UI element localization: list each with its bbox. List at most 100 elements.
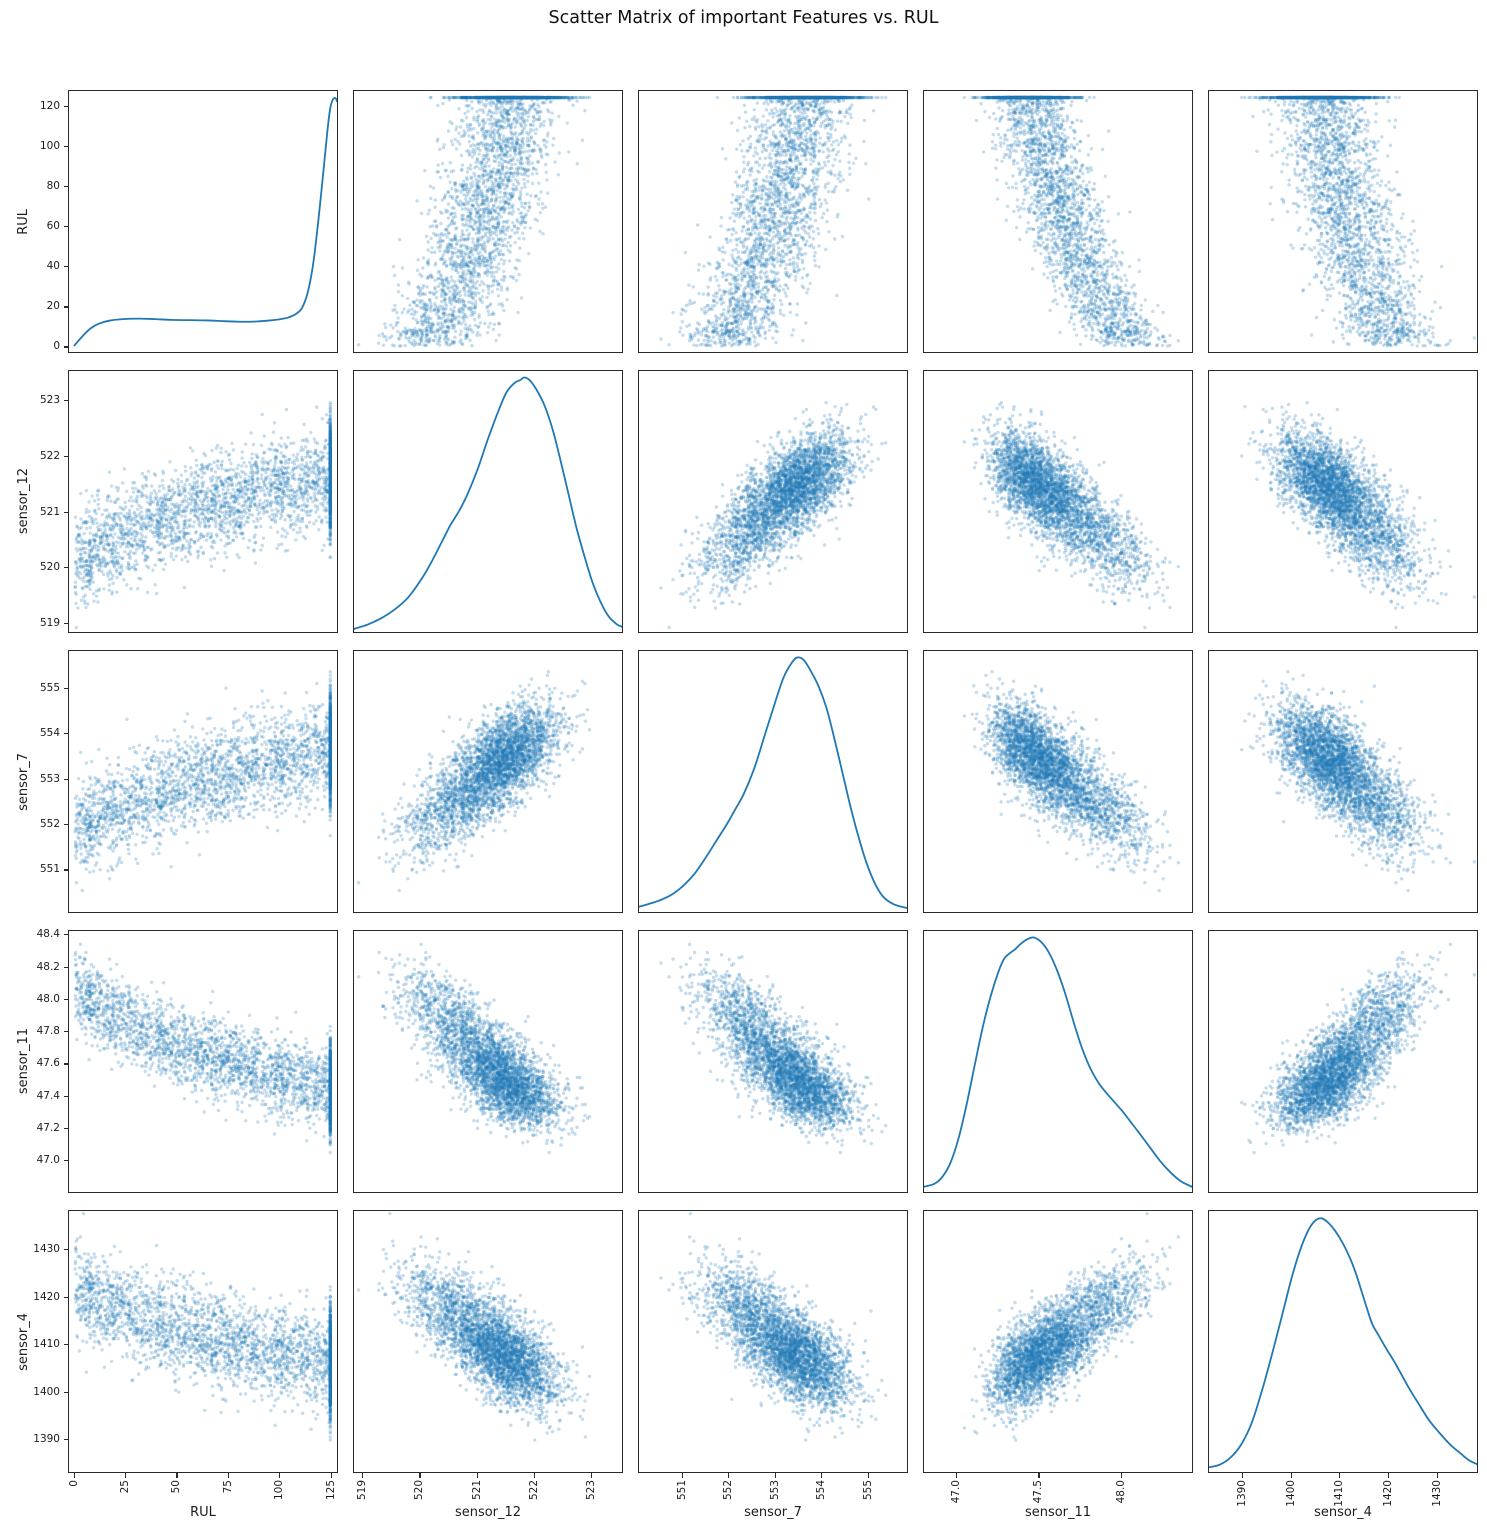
- y-tick-mark: [63, 455, 68, 457]
- x-tick-mark: [681, 1473, 683, 1478]
- y-tick-label: 523: [39, 394, 60, 407]
- y-tick-mark: [63, 400, 68, 402]
- scatter-panel-sensor_4-vs-RUL: [68, 1210, 338, 1473]
- figure-title: Scatter Matrix of important Features vs.…: [548, 8, 939, 28]
- scatter-panel-sensor_12-vs-sensor_11: [923, 370, 1193, 633]
- x-tick-label: 25: [119, 1480, 132, 1494]
- scatter-canvas: [1209, 371, 1477, 632]
- kde-canvas: [354, 371, 622, 632]
- y-tick-mark: [63, 226, 68, 228]
- x-tick-label: 555: [861, 1480, 874, 1501]
- y-axis-label-text: RUL: [16, 208, 31, 235]
- x-tick-label: 519: [356, 1480, 369, 1501]
- scatter-panel-RUL-vs-sensor_12: [353, 90, 623, 353]
- y-axis-label-sensor_4: sensor_4: [16, 1210, 36, 1473]
- scatter-canvas: [1209, 931, 1477, 1192]
- y-tick-label: 47.0: [36, 1154, 60, 1167]
- x-axis-label-sensor_12: sensor_12: [454, 1505, 522, 1520]
- x-tick-mark: [955, 1473, 957, 1478]
- y-tick-label: 47.4: [36, 1089, 60, 1102]
- y-tick-label: 47.2: [36, 1121, 60, 1134]
- y-axis-label-sensor_7: sensor_7: [16, 650, 36, 913]
- scatter-canvas: [639, 91, 907, 352]
- y-tick-mark: [63, 146, 68, 148]
- scatter-canvas: [639, 371, 907, 632]
- y-tick-label: 80: [46, 180, 60, 193]
- y-tick-label: 551: [39, 863, 60, 876]
- scatter-canvas: [69, 651, 337, 912]
- kde-canvas: [1209, 1211, 1477, 1472]
- scatter-panel-sensor_12-vs-RUL: [68, 370, 338, 633]
- y-tick-mark: [63, 1391, 68, 1393]
- x-tick-label: 1400: [1284, 1480, 1297, 1507]
- y-axis-label-sensor_11: sensor_11: [16, 930, 36, 1193]
- y-tick-label: 100: [39, 140, 60, 153]
- y-tick-mark: [63, 1063, 68, 1065]
- y-tick-label: 47.8: [36, 1025, 60, 1038]
- x-tick-label: 553: [768, 1480, 781, 1501]
- y-axis-label-RUL: RUL: [16, 90, 36, 353]
- y-tick-mark: [63, 306, 68, 308]
- scatter-canvas: [924, 91, 1192, 352]
- kde-canvas: [924, 931, 1192, 1192]
- scatter-panel-RUL-vs-sensor_4: [1208, 90, 1478, 353]
- scatter-canvas: [639, 1211, 907, 1472]
- y-tick-mark: [63, 186, 68, 188]
- x-tick-mark: [533, 1473, 535, 1478]
- y-tick-label: 60: [46, 220, 60, 233]
- y-tick-label: 20: [46, 300, 60, 313]
- x-tick-mark: [227, 1473, 229, 1478]
- y-tick-label: 1410: [33, 1338, 60, 1351]
- y-tick-label: 0: [53, 340, 60, 353]
- kde-panel-sensor_11: [923, 930, 1193, 1193]
- y-tick-mark: [63, 966, 68, 968]
- y-tick-mark: [63, 998, 68, 1000]
- kde-panel-sensor_7: [638, 650, 908, 913]
- x-tick-mark: [728, 1473, 730, 1478]
- y-tick-mark: [63, 1439, 68, 1441]
- y-tick-mark: [63, 869, 68, 871]
- y-tick-label: 553: [39, 772, 60, 785]
- x-axis-label-sensor_7: sensor_7: [744, 1505, 802, 1520]
- y-tick-label: 1420: [33, 1290, 60, 1303]
- y-tick-mark: [63, 1031, 68, 1033]
- scatter-panel-sensor_7-vs-RUL: [68, 650, 338, 913]
- scatter-panel-sensor_7-vs-sensor_4: [1208, 650, 1478, 913]
- kde-panel-sensor_4: [1208, 1210, 1478, 1473]
- x-tick-label: 75: [221, 1480, 234, 1494]
- y-tick-mark: [63, 1344, 68, 1346]
- y-tick-mark: [63, 623, 68, 625]
- scatter-panel-sensor_11-vs-sensor_4: [1208, 930, 1478, 1193]
- y-axis-label-text: sensor_4: [16, 1312, 31, 1371]
- y-tick-label: 40: [46, 260, 60, 273]
- x-tick-label: 521: [470, 1480, 483, 1501]
- scatter-panel-sensor_11-vs-RUL: [68, 930, 338, 1193]
- x-tick-mark: [821, 1473, 823, 1478]
- scatter-canvas: [69, 931, 337, 1192]
- y-tick-label: 521: [39, 505, 60, 518]
- x-axis-label-sensor_11: sensor_11: [1024, 1505, 1092, 1520]
- x-tick-mark: [1339, 1473, 1341, 1478]
- y-tick-mark: [63, 778, 68, 780]
- x-tick-mark: [867, 1473, 870, 1478]
- x-tick-label: 47.0: [949, 1480, 962, 1504]
- x-tick-mark: [1241, 1473, 1243, 1478]
- x-tick-label: 47.5: [1032, 1480, 1045, 1504]
- x-tick-label: 50: [170, 1480, 183, 1494]
- scatter-canvas: [354, 651, 622, 912]
- y-tick-label: 519: [39, 617, 60, 630]
- x-tick-label: 554: [815, 1480, 828, 1501]
- y-tick-label: 120: [39, 100, 60, 113]
- kde-panel-sensor_12: [353, 370, 623, 633]
- x-tick-mark: [362, 1473, 364, 1478]
- scatter-panel-sensor_11-vs-sensor_12: [353, 930, 623, 1193]
- x-axis-label-sensor_4: sensor_4: [1314, 1505, 1372, 1520]
- scatter-canvas: [354, 1211, 622, 1472]
- y-tick-mark: [63, 733, 68, 735]
- y-tick-label: 552: [39, 818, 60, 831]
- x-axis-label-RUL: RUL: [190, 1505, 216, 1520]
- scatter-canvas: [924, 371, 1192, 632]
- y-axis-label-text: sensor_12: [16, 468, 31, 535]
- x-tick-mark: [279, 1473, 281, 1478]
